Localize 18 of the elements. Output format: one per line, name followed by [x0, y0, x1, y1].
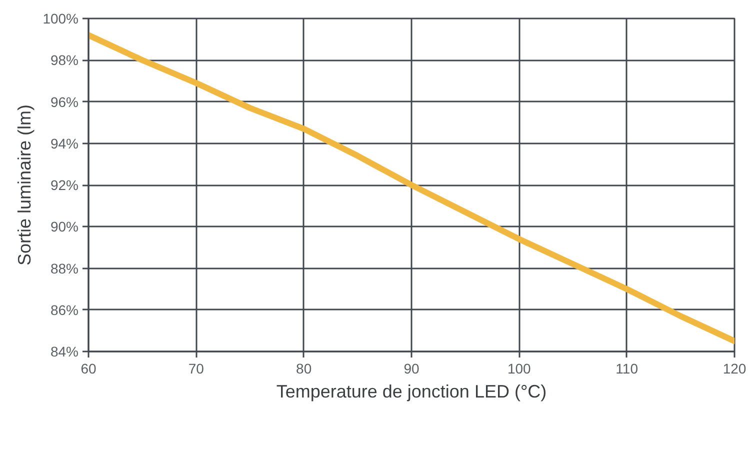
- x-axis-title: Temperature de jonction LED (°C): [276, 382, 547, 402]
- y-tick-label: 94%: [50, 135, 79, 152]
- x-tick-label: 80: [296, 360, 312, 376]
- y-tick-label: 88%: [50, 260, 79, 276]
- y-tick-label: 84%: [50, 344, 79, 360]
- y-tick-label: 100%: [42, 10, 79, 26]
- x-tick-label: 120: [722, 360, 746, 376]
- y-tick-label: 98%: [50, 52, 79, 68]
- x-tick-label: 60: [80, 360, 96, 376]
- x-tick-label: 70: [188, 360, 204, 376]
- y-axis-title: Sortie luminaire (lm): [14, 104, 35, 266]
- x-tick-label: 90: [404, 360, 420, 376]
- y-tick-label: 92%: [50, 177, 79, 193]
- y-tick-label: 86%: [50, 302, 79, 318]
- x-tick-label: 110: [616, 360, 638, 376]
- x-tick-label: 100: [507, 360, 532, 376]
- y-tick-label: 96%: [50, 94, 79, 110]
- y-tick-label: 90%: [50, 218, 79, 235]
